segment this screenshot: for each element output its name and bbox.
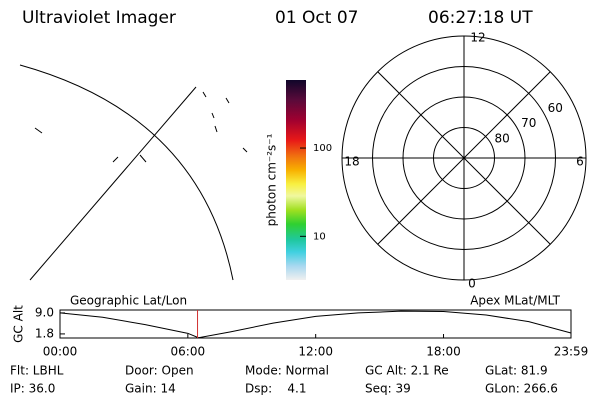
x-tick-label: 18:00 [426,345,461,359]
x-tick-label: 23:59 [554,345,589,359]
altitude-line [59,310,572,339]
info-field: Door: Open [125,364,194,378]
mlt-label: 12 [470,31,485,45]
colorbar [286,80,306,280]
earth-limb [19,64,234,281]
right-label: Apex MLat/MLT [470,294,560,308]
y-tick-label: 1.8 [35,326,54,340]
info-field: Flt: LBHL [10,364,64,378]
info-field: GC Alt: 2.1 Re [365,364,449,378]
colorbar-label: photon cm⁻²s⁻¹ [265,133,279,226]
info-field: GLon: 266.6 [485,382,558,396]
orbit-plot: GC Alt Geographic Lat/Lon Apex MLat/MLT 9.0… [12,294,589,359]
plot-frame [59,309,572,339]
mlt-label: 18 [344,155,359,169]
lat-ring [402,96,526,220]
instrument: Ultraviolet Imager [22,8,176,28]
info-field: IP: 36.0 [10,382,55,396]
y-axis-label: GC Alt [12,305,26,343]
info-field: Gain: 14 [125,382,176,396]
mlt-label: 6 [576,155,584,169]
image-panel [19,64,248,281]
info-field: Dsp: 4.1 [245,382,307,396]
x-tick-label: 06:00 [171,345,206,359]
x-tick-label: 12:00 [298,345,333,359]
info-field: Mode: Normal [245,364,329,378]
lat-label: 70 [521,116,536,130]
date: 01 Oct 07 [275,8,358,28]
y-tick-label: 9.0 [35,305,54,319]
x-tick-label: 00:00 [43,345,78,359]
lat-label: 80 [495,131,510,145]
info-field: Seq: 39 [365,382,411,396]
colorbar-tick-label: 100 [313,143,332,154]
info-field: GLat: 81.9 [485,364,548,378]
lat-ring [433,127,495,189]
grid-line [29,86,197,281]
left-label: Geographic Lat/Lon [70,294,187,308]
time: 06:27:18 UT [428,8,533,28]
colorbar-ticks: 10 100 [300,143,332,242]
info-panel: Flt: LBHL Door: Open Mode: Normal GC Alt: 2… [10,364,558,396]
colorbar-tick-label: 10 [313,231,326,242]
mlt-line [377,71,551,245]
lat-label: 60 [548,101,563,115]
features [34,91,248,163]
mlt-label: 0 [468,277,476,291]
lat-ring [372,66,556,250]
